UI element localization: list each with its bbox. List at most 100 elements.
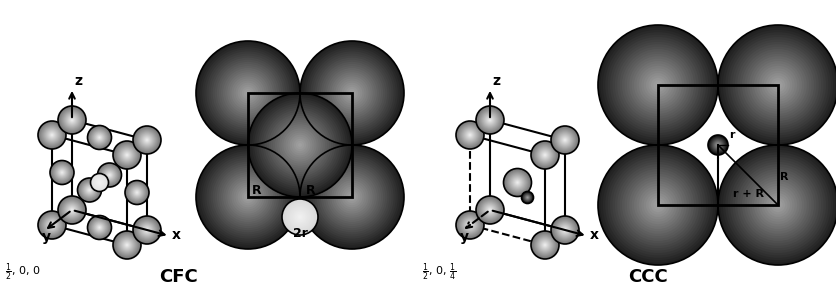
Circle shape [564,229,566,231]
Circle shape [88,216,111,239]
Circle shape [126,154,128,156]
Circle shape [95,223,104,232]
Circle shape [544,244,545,246]
Circle shape [467,222,473,228]
Circle shape [458,213,482,237]
Circle shape [89,127,110,148]
Circle shape [740,167,817,244]
Circle shape [480,200,500,220]
Circle shape [619,167,696,244]
Circle shape [559,134,571,146]
Circle shape [227,72,269,114]
Circle shape [563,138,567,142]
Circle shape [507,172,528,193]
Circle shape [114,142,140,168]
Circle shape [68,116,76,124]
Circle shape [304,149,400,245]
Circle shape [624,51,691,119]
Circle shape [219,168,277,226]
Circle shape [89,217,110,238]
Circle shape [541,241,549,249]
Circle shape [342,187,362,207]
Circle shape [54,164,70,180]
Circle shape [708,135,727,154]
Circle shape [776,83,780,87]
Circle shape [600,27,716,142]
Circle shape [80,180,99,200]
Circle shape [560,135,569,145]
Circle shape [534,234,556,256]
Circle shape [465,220,475,230]
Circle shape [537,147,553,164]
Circle shape [70,208,74,211]
Circle shape [459,214,482,236]
Circle shape [120,238,134,252]
Circle shape [211,55,285,131]
Circle shape [84,184,95,196]
Circle shape [608,154,708,256]
Text: z: z [74,74,82,88]
Circle shape [61,171,64,174]
Circle shape [727,34,828,135]
Circle shape [523,193,532,201]
Circle shape [462,128,477,142]
Circle shape [90,128,110,147]
Circle shape [562,137,568,143]
Circle shape [137,220,157,240]
Circle shape [133,188,141,197]
Circle shape [482,112,498,128]
Circle shape [196,145,300,249]
Circle shape [99,165,120,185]
Circle shape [237,83,258,103]
Circle shape [98,136,101,139]
Circle shape [279,124,321,166]
Circle shape [771,78,785,92]
Circle shape [294,211,306,223]
Circle shape [617,44,699,126]
Circle shape [649,75,668,95]
Circle shape [69,207,75,213]
Circle shape [128,184,145,201]
Circle shape [54,165,69,180]
Circle shape [124,242,130,248]
Circle shape [204,49,292,137]
Circle shape [603,150,713,260]
Circle shape [776,203,780,207]
Circle shape [460,215,480,235]
Circle shape [59,107,85,133]
Circle shape [554,219,576,241]
Circle shape [121,239,133,251]
Text: z: z [492,74,500,88]
Circle shape [133,126,161,154]
Circle shape [723,30,833,140]
Circle shape [563,228,567,232]
Circle shape [51,224,54,226]
Circle shape [263,107,338,182]
Circle shape [38,121,66,149]
Circle shape [109,174,110,176]
Circle shape [525,195,530,200]
Circle shape [125,243,129,247]
Circle shape [45,128,59,142]
Circle shape [350,91,354,95]
Circle shape [708,135,728,155]
Circle shape [92,220,107,235]
Circle shape [543,243,548,247]
Circle shape [487,118,492,122]
Circle shape [64,201,81,219]
Circle shape [288,205,312,229]
Circle shape [715,141,721,149]
Circle shape [627,174,689,236]
Circle shape [125,152,130,158]
Circle shape [488,208,492,211]
Circle shape [42,125,62,145]
Circle shape [552,126,579,154]
Circle shape [135,190,140,195]
Circle shape [526,196,529,199]
Circle shape [477,107,503,133]
Circle shape [543,243,547,247]
Circle shape [142,225,152,235]
Circle shape [534,144,556,166]
Circle shape [242,87,254,99]
Circle shape [138,221,155,239]
